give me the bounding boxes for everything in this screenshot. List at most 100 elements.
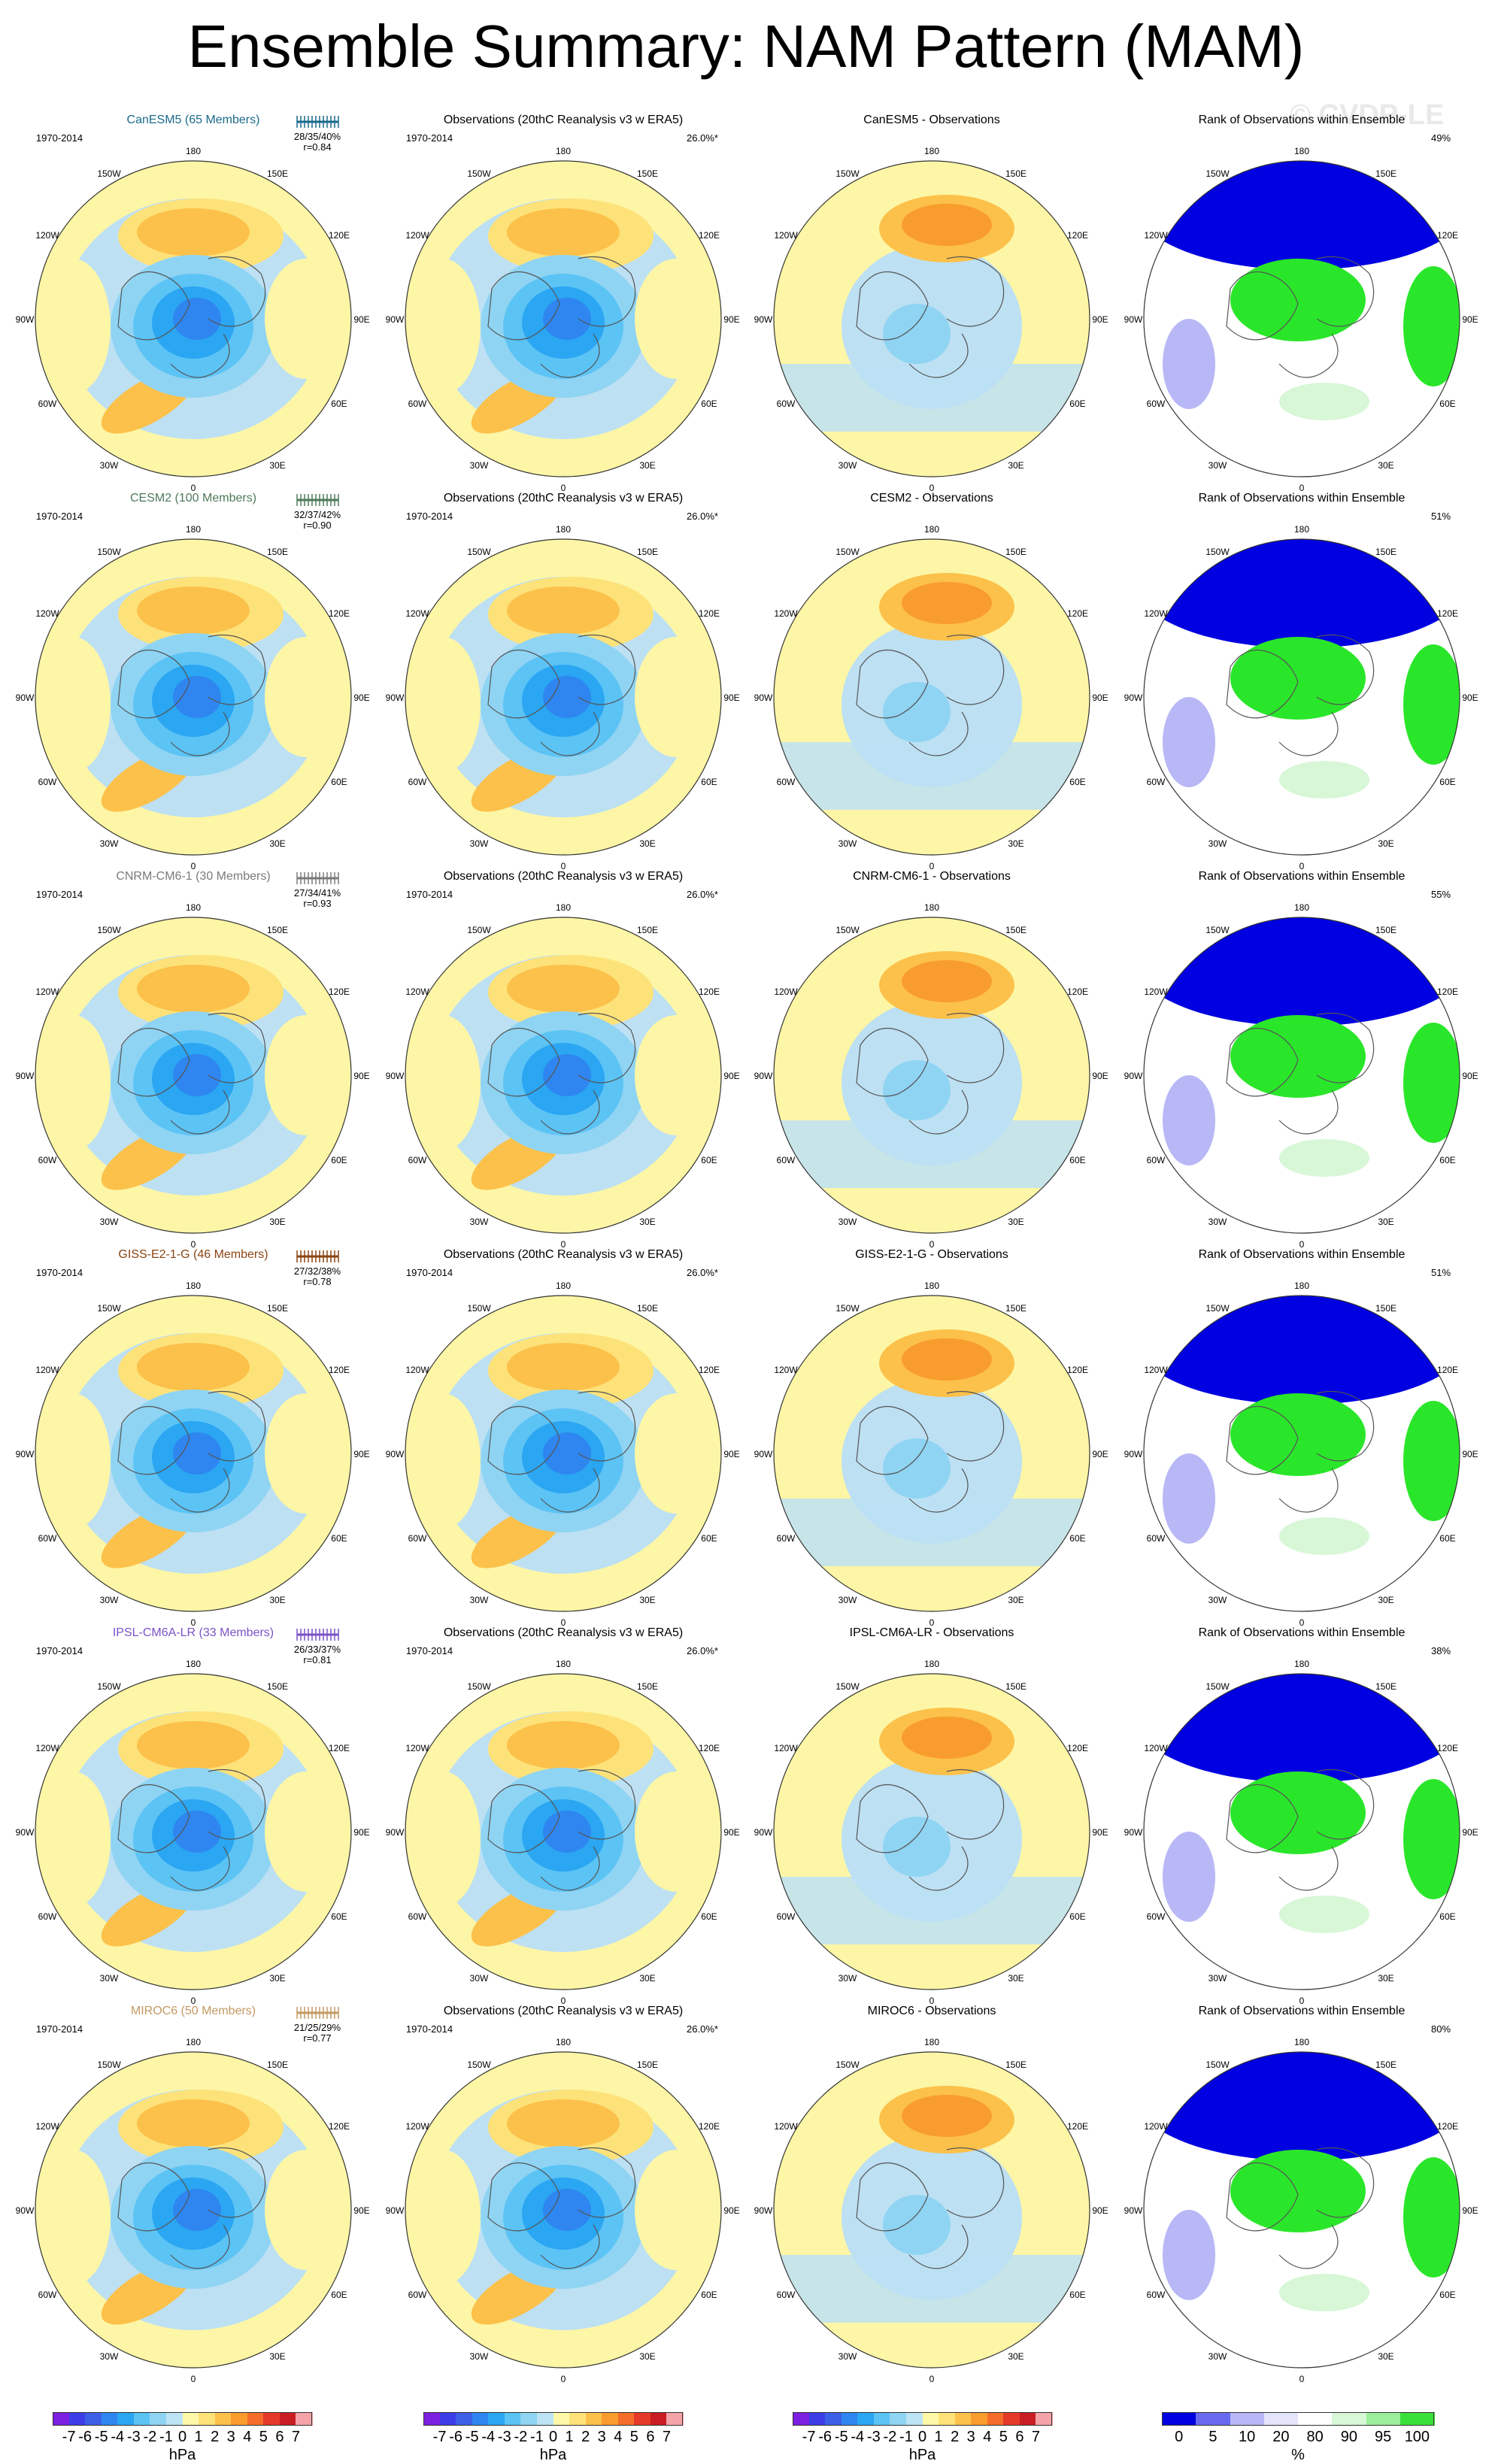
coastline2 <box>908 1846 969 1891</box>
model-title: CNRM-CM6-1 (30 Members) <box>116 870 270 883</box>
lon-label: 30W <box>100 1595 119 1605</box>
coastline0 <box>117 649 190 719</box>
colorbar-tick: 0 <box>177 2429 187 2445</box>
colorbar-tick: -2 <box>514 2429 528 2445</box>
diff-title: IPSL-CM6A-LR - Observations <box>850 1626 1014 1639</box>
coastline2 <box>908 1468 969 1513</box>
lon-label: 60W <box>38 1911 57 1922</box>
lon-label: 120E <box>1437 987 1458 997</box>
lon-label: 30E <box>639 460 655 471</box>
coastline2 <box>1278 1468 1339 1513</box>
lon-label: 90E <box>723 2205 739 2216</box>
lon-label: 30E <box>1008 2351 1023 2362</box>
obs-title: Observations (20thC Reanalysis v3 w ERA5… <box>444 1248 683 1261</box>
lon-label: 120E <box>1067 1743 1088 1753</box>
lon-label: 90E <box>353 693 369 703</box>
period-label: 1970-2014 <box>406 511 453 522</box>
lon-label: 30E <box>1378 1595 1393 1605</box>
colorbar-swatch <box>1019 2412 1036 2426</box>
lon-label: 150W <box>835 168 860 179</box>
lon-label: 120W <box>1144 1365 1168 1375</box>
map-panel-r0-c1: 180 150E 120E 90E 60E 30E 0 30W 60W 90W 120W 150W <box>386 146 740 493</box>
rank-title: Rank of Observations within Ensemble <box>1199 492 1406 505</box>
lon-label: 60E <box>701 1911 717 1922</box>
lon-label: 90W <box>386 314 405 325</box>
colorbar-tick: -3 <box>497 2429 511 2445</box>
colorbar-swatch <box>1298 2412 1333 2426</box>
colorbar-swatch <box>101 2412 118 2426</box>
coastline1 <box>208 256 266 327</box>
lon-label: 60E <box>331 1911 347 1922</box>
lon-label: 30E <box>639 1973 655 1984</box>
stats-label: 27/34/41% <box>294 887 341 899</box>
coastline1 <box>208 1768 266 1840</box>
lon-label: 60W <box>38 777 57 787</box>
coastline0 <box>856 649 929 719</box>
colorbar-swatch <box>650 2412 667 2426</box>
lon-label: 150W <box>835 2059 860 2070</box>
map-panel-r4-c0: 180 150E 120E 90E 60E 30E 0 30W 60W 90W 120W 150W <box>16 1659 370 2006</box>
lon-label: 90E <box>1092 1071 1108 1081</box>
rank-title: Rank of Observations within Ensemble <box>1199 114 1406 126</box>
corr-label: r=0.90 <box>303 520 331 531</box>
lon-label: 150E <box>1005 1681 1027 1692</box>
lon-label: 60W <box>777 2290 796 2300</box>
lon-label: 60W <box>38 1533 57 1544</box>
coastline2 <box>1278 711 1339 756</box>
lon-label: 90W <box>16 1071 35 1081</box>
map-outline <box>1143 1295 1460 1612</box>
stats-label: 27/32/38% <box>294 1265 341 1277</box>
lon-label: 180 <box>556 2037 571 2047</box>
lon-label: 90E <box>1462 1827 1478 1838</box>
lon-label: 0 <box>1299 861 1305 871</box>
colorbar-swatch <box>536 2412 553 2426</box>
lon-label: 90W <box>386 1449 405 1459</box>
lon-label: 30E <box>1378 838 1393 849</box>
lon-label: 30W <box>470 1217 489 1227</box>
lon-label: 150E <box>267 168 288 179</box>
lon-label: 180 <box>186 902 201 913</box>
colorbar-swatch <box>602 2412 619 2426</box>
colorbar-tick: -5 <box>834 2429 848 2445</box>
lon-label: 90E <box>353 1827 369 1838</box>
lon-label: 60W <box>777 1533 796 1544</box>
lon-label: 120E <box>699 608 720 619</box>
lon-label: 60E <box>1439 777 1455 787</box>
rank-title: Rank of Observations within Ensemble <box>1199 870 1406 883</box>
lon-label: 90W <box>386 1827 405 1838</box>
map-panel-r5-c2: 180 150E 120E 90E 60E 30E 0 30W 60W 90W 120W 150W <box>754 2037 1108 2384</box>
lon-label: 0 <box>191 483 196 493</box>
coastline1 <box>578 1390 636 1462</box>
colorbar-tick: -2 <box>883 2429 897 2445</box>
coastline1 <box>1316 2147 1375 2218</box>
lon-label: 30W <box>470 2351 489 2362</box>
colorbar-tick: -6 <box>78 2429 92 2445</box>
lon-label: 0 <box>1299 1239 1305 1250</box>
colorbar-swatch <box>841 2412 858 2426</box>
coastline2 <box>540 1468 600 1513</box>
colorbar-tick: 4 <box>614 2429 623 2445</box>
colorbar-swatch <box>488 2412 505 2426</box>
lon-label: 120E <box>1067 2121 1088 2132</box>
colorbar-tick: 80 <box>1306 2429 1324 2445</box>
colorbar-swatch <box>1263 2412 1299 2426</box>
lon-label: 150E <box>1375 168 1396 179</box>
lon-label: 90E <box>1462 2205 1478 2216</box>
lon-label: 120E <box>329 2121 350 2132</box>
lon-label: 150W <box>835 547 860 557</box>
map-outline <box>773 1673 1090 1990</box>
lon-label: 60E <box>1069 2290 1085 2300</box>
colorbar-swatch <box>971 2412 988 2426</box>
lon-label: 90E <box>1092 1827 1108 1838</box>
colorbar-tick: 95 <box>1375 2429 1392 2445</box>
map-outline <box>1143 538 1460 856</box>
coastline0 <box>1226 271 1299 341</box>
lon-label: 150W <box>1205 1681 1230 1692</box>
coastline2 <box>540 711 600 756</box>
lon-label: 60E <box>701 399 717 409</box>
coastline2 <box>170 2224 230 2269</box>
coastline0 <box>1226 1027 1299 1097</box>
lon-label: 60E <box>331 1155 347 1165</box>
obs-percent: 26.0%* <box>687 889 718 900</box>
colorbar-tick: 7 <box>662 2429 671 2445</box>
